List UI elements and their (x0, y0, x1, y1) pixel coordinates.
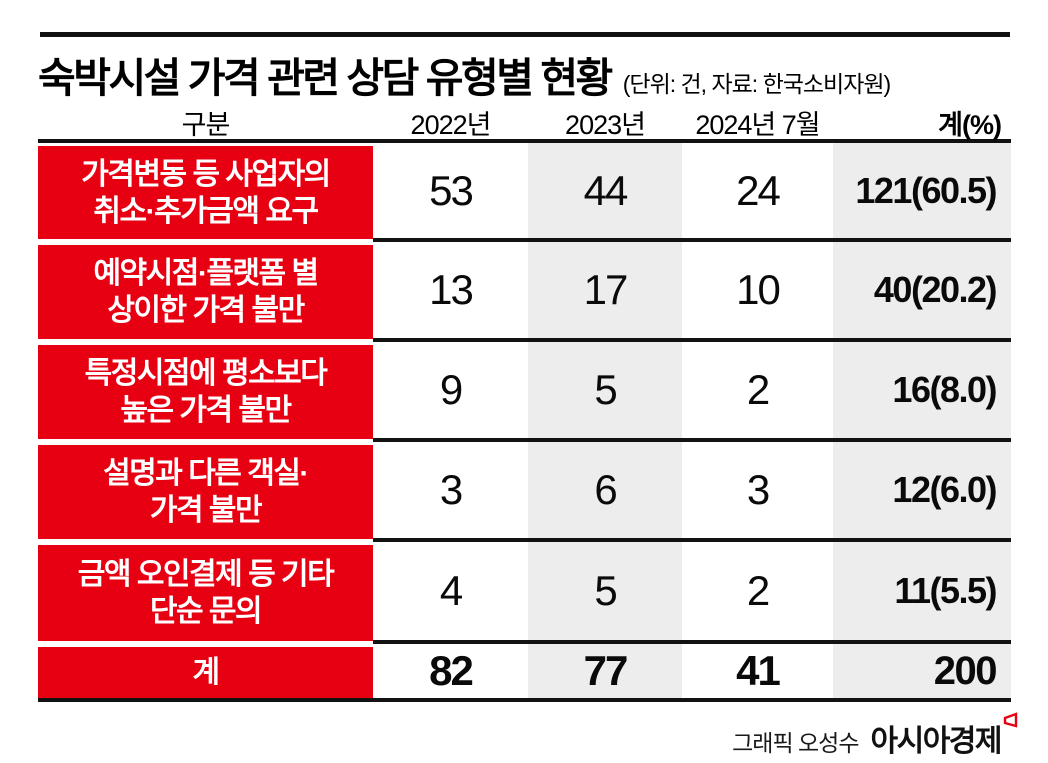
column-header-total: 계(%) (938, 110, 1002, 140)
cell-2024: 41 (736, 647, 781, 694)
cell-2022: 13 (373, 242, 528, 342)
cell-2024: 10 (682, 242, 833, 342)
brand-logo: 아시아경제 (870, 725, 1003, 758)
cell-2023: 17 (528, 242, 682, 342)
column-header-2024: 2024년 7월 (695, 110, 820, 140)
column-header-gubun: 구분 (181, 110, 231, 140)
cell-2024: 24 (682, 143, 833, 242)
row-label: 가격변동 등 사업자의 취소·추가금액 요구 (38, 146, 373, 239)
row-label-cell: 예약시점·플랫폼 별 상이한 가격 불만 (38, 242, 373, 342)
row-label-cell: 특정시점에 평소보다 높은 가격 불만 (38, 342, 373, 442)
row-label: 설명과 다른 객실· 가격 불만 (38, 445, 373, 539)
cell-2024: 3 (682, 442, 833, 542)
cell-total: 16(8.0) (833, 342, 1011, 442)
row-label-cell: 금액 오인결제 등 기타 단순 문의 (38, 542, 373, 644)
cell-2024: 2 (682, 342, 833, 442)
cell-total: 200 (833, 644, 1011, 698)
table-header-row: 구분 2022년 2023년 2024년 7월 계(%) (38, 103, 1011, 140)
graphic-credit: 그래픽 오성수 (732, 730, 859, 756)
cell-2023: 5 (528, 542, 682, 644)
cell-2023: 6 (528, 442, 682, 542)
cell-2024: 2 (682, 542, 833, 644)
header-rule (38, 139, 1011, 143)
cell-2023: 77 (528, 644, 682, 698)
cell-2022: 82 (429, 647, 474, 694)
cell-total: 12(6.0) (833, 442, 1011, 542)
row-label-cell: 설명과 다른 객실· 가격 불만 (38, 442, 373, 542)
title-unit-source: (단위: 건, 자료: 한국소비자원) (622, 71, 891, 97)
cell-total: 40(20.2) (833, 242, 1011, 342)
row-label: 특정시점에 평소보다 높은 가격 불만 (38, 345, 373, 439)
row-label: 금액 오인결제 등 기타 단순 문의 (38, 545, 373, 641)
cell-total: 11(5.5) (833, 542, 1011, 644)
row-label: 계 (38, 647, 373, 698)
table-total-row: 계 82 77 41 200 (38, 644, 1011, 698)
row-label: 예약시점·플랫폼 별 상이한 가격 불만 (38, 245, 373, 339)
column-header-2023: 2023년 (565, 110, 646, 140)
table-row: 특정시점에 평소보다 높은 가격 불만 9 5 2 16(8.0) (38, 342, 1011, 442)
cell-2022: 9 (373, 342, 528, 442)
page-title: 숙박시설 가격 관련 상담 유형별 현황 (38, 55, 613, 101)
brand-mark-icon (1003, 712, 1018, 728)
table-row: 금액 오인결제 등 기타 단순 문의 4 5 2 11(5.5) (38, 542, 1011, 644)
row-label-cell: 가격변동 등 사업자의 취소·추가금액 요구 (38, 143, 373, 242)
table-row: 예약시점·플랫폼 별 상이한 가격 불만 13 17 10 40(20.2) (38, 242, 1011, 342)
row-label-cell: 계 (38, 644, 373, 698)
cell-2022: 4 (373, 542, 528, 644)
cell-2023: 44 (528, 143, 682, 242)
cell-2022: 3 (373, 442, 528, 542)
cell-2022: 53 (373, 143, 528, 242)
data-table: 구분 2022년 2023년 2024년 7월 계(%) 가격변동 등 사업자의… (38, 103, 1011, 702)
title-row: 숙박시설 가격 관련 상담 유형별 현황 (단위: 건, 자료: 한국소비자원) (38, 44, 891, 104)
top-rule (40, 32, 1010, 37)
bottom-rule (38, 698, 1011, 702)
cell-2023: 5 (528, 342, 682, 442)
cell-total: 121(60.5) (833, 143, 1011, 242)
credit-line: 그래픽 오성수 아시아경제 (732, 712, 1018, 760)
column-header-2022: 2022년 (410, 110, 492, 140)
table-row: 가격변동 등 사업자의 취소·추가금액 요구 53 44 24 121(60.5… (38, 143, 1011, 242)
table-row: 설명과 다른 객실· 가격 불만 3 6 3 12(6.0) (38, 442, 1011, 542)
